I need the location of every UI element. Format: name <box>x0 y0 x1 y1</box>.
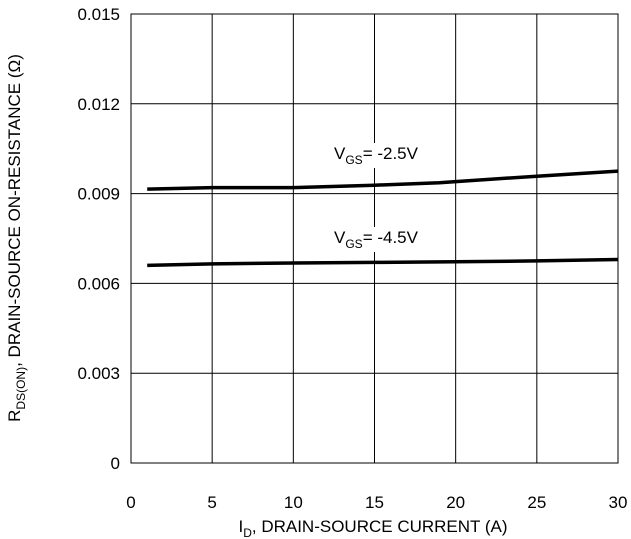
series-line-0 <box>147 169 619 191</box>
plot-frame <box>130 13 619 464</box>
x-tick-label: 0 <box>126 493 135 512</box>
series-lines <box>147 169 619 268</box>
x-tick-labels: 0 5 10 15 20 25 30 <box>126 493 627 512</box>
x-tick-label: 20 <box>446 493 465 512</box>
y-axis-label: RDS(ON), DRAIN-SOURCE ON-RESISTANCE (Ω) <box>5 54 28 422</box>
y-tick-label: 0.006 <box>77 274 120 293</box>
y-tick-labels: 0 0.003 0.006 0.009 0.012 0.015 <box>77 5 120 473</box>
series-label-vgs-2-5v: VGS= -2.5V <box>334 144 419 167</box>
y-tick-label: 0.003 <box>77 364 120 383</box>
y-tick-label: 0.012 <box>77 95 120 114</box>
series-line-1 <box>147 257 619 268</box>
series-label-vgs-4-5v: VGS= -4.5V <box>334 228 419 251</box>
x-tick-label: 5 <box>207 493 216 512</box>
x-tick-label: 30 <box>609 493 628 512</box>
y-tick-label: 0 <box>111 454 120 473</box>
x-tick-label: 25 <box>527 493 546 512</box>
x-axis-label: ID, DRAIN-SOURCE CURRENT (A) <box>238 517 507 539</box>
y-tick-label: 0.009 <box>77 185 120 204</box>
y-tick-label: 0.015 <box>77 5 120 24</box>
label-background <box>332 143 421 168</box>
x-tick-label: 10 <box>284 493 303 512</box>
label-background <box>332 227 421 252</box>
x-tick-label: 15 <box>365 493 384 512</box>
